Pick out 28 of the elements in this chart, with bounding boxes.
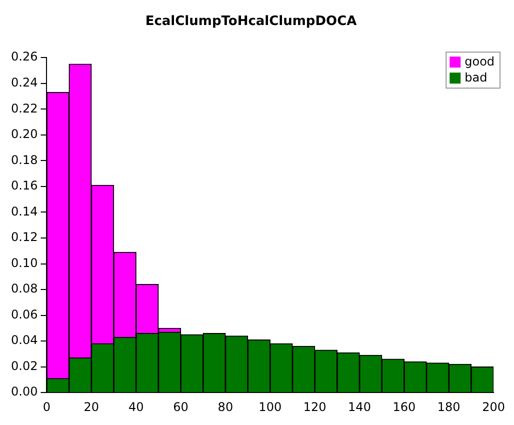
x-tick-label: 140	[348, 400, 371, 414]
y-tick-label: 0.04	[11, 333, 38, 348]
x-tick-label: 160	[392, 400, 416, 414]
legend-label: bad	[464, 70, 488, 85]
y-tick-label: 0.10	[11, 256, 38, 270]
x-tick-label: 20	[84, 400, 100, 414]
x-tick-label: 60	[173, 400, 188, 414]
y-tick-label: 0.00	[11, 384, 38, 399]
x-tick-label: 0	[42, 400, 51, 414]
y-tick-label: 0.26	[11, 50, 38, 64]
legend-label: good	[464, 54, 495, 69]
y-tick-label: 0.12	[11, 230, 38, 244]
y-tick-label: 0.02	[11, 358, 38, 373]
x-tick-label: 100	[258, 400, 282, 414]
y-tick-label: 0.18	[11, 152, 38, 167]
y-tick-label: 0.22	[11, 101, 38, 116]
x-tick-label: 80	[218, 400, 234, 414]
x-tick-label: 120	[303, 400, 326, 414]
y-tick-label: 0.06	[11, 307, 38, 322]
x-tick-label: 40	[128, 400, 144, 414]
y-tick-label: 0.20	[11, 127, 38, 142]
y-tick-label: 0.16	[11, 178, 38, 193]
chart-title: EcalClumpToHcalClumpDOCA	[145, 14, 357, 30]
y-tick-label: 0.14	[11, 204, 38, 218]
x-tick-label: 180	[437, 400, 460, 414]
y-tick-label: 0.24	[11, 75, 38, 90]
y-tick-label: 0.08	[11, 282, 38, 296]
x-tick-label: 200	[482, 400, 505, 414]
